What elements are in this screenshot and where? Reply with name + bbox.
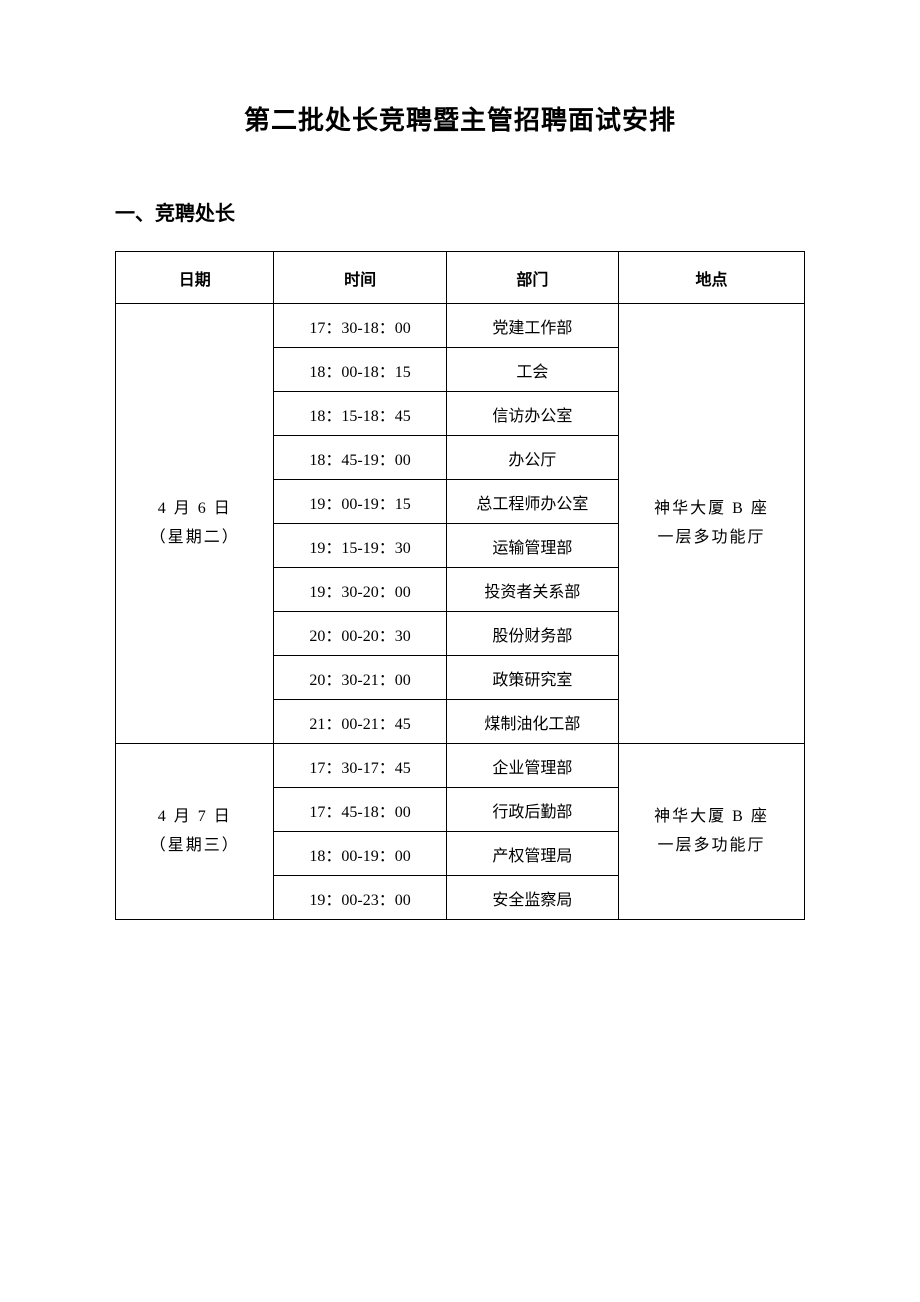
- dept-cell: 股份财务部: [446, 612, 618, 656]
- location-line: 一层多功能厅: [657, 529, 765, 546]
- time-cell: 20：30-21：00: [274, 656, 446, 700]
- time-cell: 19：15-19：30: [274, 524, 446, 568]
- time-cell: 19：30-20：00: [274, 568, 446, 612]
- time-cell: 18：00-19：00: [274, 832, 446, 876]
- date-cell: 4 月 6 日 （星期二）: [116, 304, 274, 744]
- time-cell: 17：45-18：00: [274, 788, 446, 832]
- schedule-table: 日期 时间 部门 地点 4 月 6 日 （星期二） 17：30-18：00 党建…: [115, 251, 805, 920]
- date-line: （星期三）: [150, 837, 240, 854]
- time-cell: 20：00-20：30: [274, 612, 446, 656]
- time-cell: 18：45-19：00: [274, 436, 446, 480]
- dept-cell: 信访办公室: [446, 392, 618, 436]
- dept-cell: 产权管理局: [446, 832, 618, 876]
- header-date: 日期: [116, 252, 274, 304]
- date-cell: 4 月 7 日 （星期三）: [116, 744, 274, 920]
- dept-cell: 行政后勤部: [446, 788, 618, 832]
- dept-cell: 总工程师办公室: [446, 480, 618, 524]
- location-line: 一层多功能厅: [657, 837, 765, 854]
- header-location: 地点: [618, 252, 804, 304]
- time-cell: 17：30-17：45: [274, 744, 446, 788]
- location-cell: 神华大厦 B 座 一层多功能厅: [618, 304, 804, 744]
- time-cell: 19：00-19：15: [274, 480, 446, 524]
- time-cell: 21：00-21：45: [274, 700, 446, 744]
- document-title: 第二批处长竞聘暨主管招聘面试安排: [115, 100, 805, 137]
- date-line: （星期二）: [150, 529, 240, 546]
- location-cell: 神华大厦 B 座 一层多功能厅: [618, 744, 804, 920]
- dept-cell: 办公厅: [446, 436, 618, 480]
- time-cell: 18：00-18：15: [274, 348, 446, 392]
- table-header-row: 日期 时间 部门 地点: [116, 252, 805, 304]
- dept-cell: 运输管理部: [446, 524, 618, 568]
- dept-cell: 安全监察局: [446, 876, 618, 920]
- dept-cell: 投资者关系部: [446, 568, 618, 612]
- date-line: 4 月 6 日: [158, 500, 232, 517]
- dept-cell: 煤制油化工部: [446, 700, 618, 744]
- header-dept: 部门: [446, 252, 618, 304]
- location-line: 神华大厦 B 座: [654, 500, 769, 517]
- header-time: 时间: [274, 252, 446, 304]
- table-row: 4 月 7 日 （星期三） 17：30-17：45 企业管理部 神华大厦 B 座…: [116, 744, 805, 788]
- date-line: 4 月 7 日: [158, 808, 232, 825]
- time-cell: 17：30-18：00: [274, 304, 446, 348]
- time-cell: 19：00-23：00: [274, 876, 446, 920]
- time-cell: 18：15-18：45: [274, 392, 446, 436]
- dept-cell: 工会: [446, 348, 618, 392]
- dept-cell: 企业管理部: [446, 744, 618, 788]
- dept-cell: 政策研究室: [446, 656, 618, 700]
- section-heading: 一、竞聘处长: [115, 197, 805, 226]
- dept-cell: 党建工作部: [446, 304, 618, 348]
- table-row: 4 月 6 日 （星期二） 17：30-18：00 党建工作部 神华大厦 B 座…: [116, 304, 805, 348]
- location-line: 神华大厦 B 座: [654, 808, 769, 825]
